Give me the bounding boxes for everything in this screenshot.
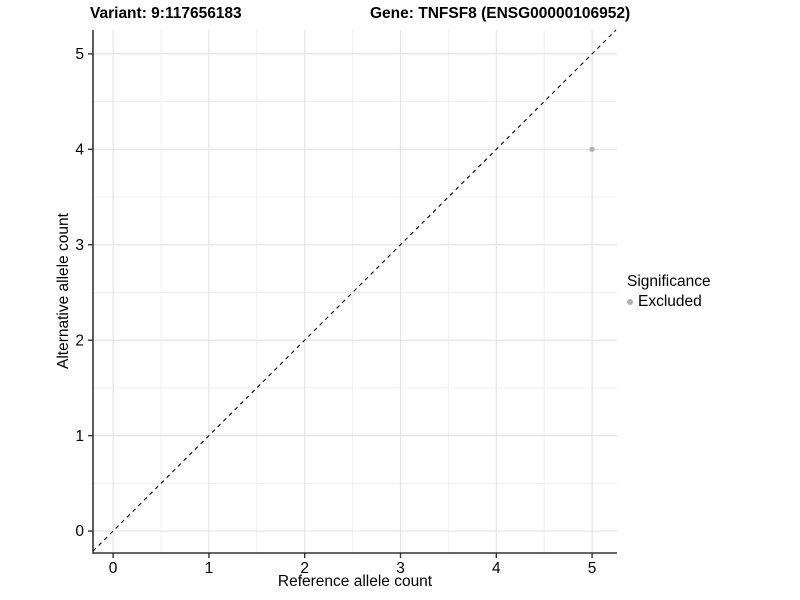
legend: Significance Excluded — [627, 273, 711, 311]
plot-title-variant: Variant: 9:117656183 — [90, 5, 242, 22]
data-point — [589, 146, 595, 152]
x-axis-title: Reference allele count — [277, 573, 433, 590]
y-tick-label: 3 — [75, 237, 84, 254]
y-tick-label: 2 — [75, 332, 84, 349]
legend-item-excluded: Excluded — [627, 293, 711, 311]
x-tick-label: 2 — [300, 560, 309, 577]
y-tick-label: 4 — [75, 141, 84, 158]
y-tick-label: 0 — [75, 523, 84, 540]
x-tick-label: 0 — [109, 560, 118, 577]
legend-title: Significance — [627, 273, 711, 290]
plot-title-gene: Gene: TNFSF8 (ENSG00000106952) — [370, 5, 631, 22]
identity-reference-line — [92, 29, 617, 552]
y-tick-label: 1 — [75, 428, 84, 445]
y-tick-label: 5 — [75, 46, 84, 63]
legend-point-icon — [627, 299, 633, 305]
y-axis-title: Alternative allele count — [55, 213, 72, 369]
x-tick-label: 3 — [396, 560, 405, 577]
x-tick-label: 1 — [205, 560, 214, 577]
x-tick-label: 4 — [492, 560, 501, 577]
x-tick-label: 5 — [588, 560, 597, 577]
legend-item-label: Excluded — [638, 293, 702, 310]
